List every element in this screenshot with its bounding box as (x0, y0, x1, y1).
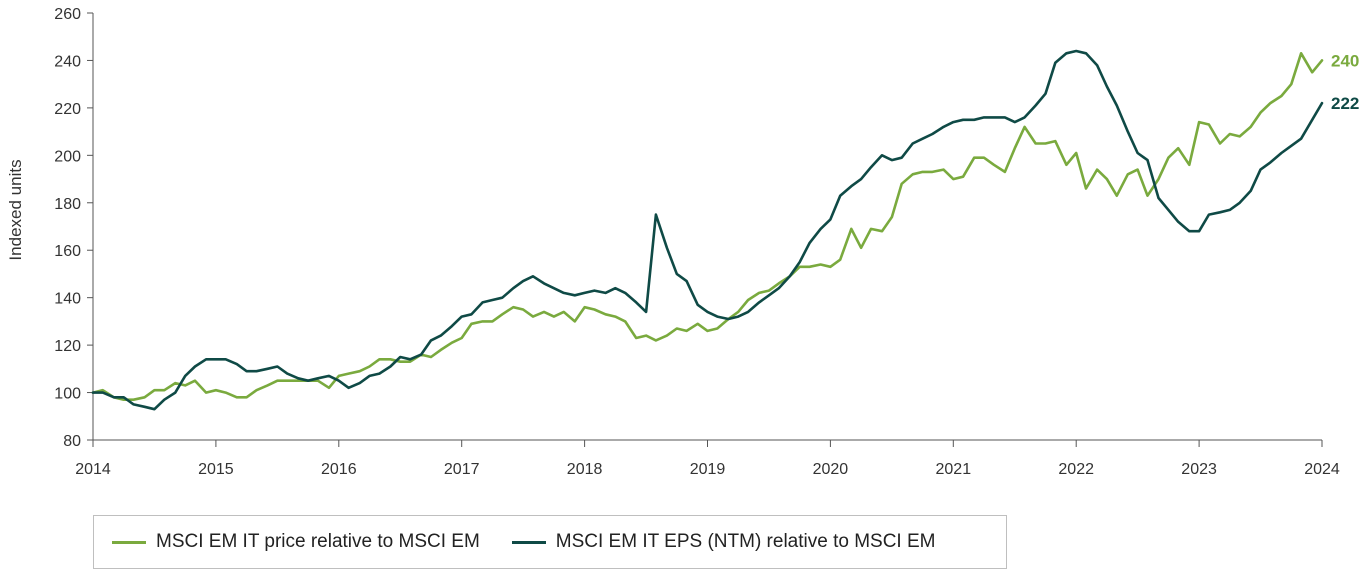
y-tick-label: 220 (54, 101, 81, 118)
x-tick-label: 2023 (1181, 461, 1217, 478)
y-tick-label: 200 (54, 148, 81, 165)
y-axis-title: Indexed units (6, 159, 25, 260)
series-line-eps (91, 49, 1324, 411)
legend-label-eps: MSCI EM IT EPS (NTM) relative to MSCI EM (555, 531, 936, 552)
legend: MSCI EM IT price relative to MSCI EM MSC… (93, 515, 1007, 569)
x-tick-label: 2015 (198, 461, 234, 478)
series-layer (91, 49, 1324, 411)
x-tick-label: 2021 (936, 461, 972, 478)
series-line-price (91, 51, 1324, 402)
x-tick-label: 2017 (444, 461, 480, 478)
y-tick-label: 260 (54, 6, 81, 23)
y-tick-label: 120 (54, 338, 81, 355)
labels-layer: 80 100 120 140 160 180 200 220 240 260 2014 2015 201… (54, 6, 1359, 478)
x-tick-label: 2022 (1058, 461, 1094, 478)
y-tick-label: 140 (54, 291, 81, 308)
x-tick-label: 2024 (1304, 461, 1340, 478)
legend-label-price: MSCI EM IT price relative to MSCI EM (156, 531, 480, 552)
legend-item-price: MSCI EM IT price relative to MSCI EM (112, 531, 480, 553)
legend-swatch-price (112, 540, 146, 544)
legend-swatch-eps (511, 540, 546, 544)
y-tick-label: 80 (63, 433, 81, 450)
y-tick-label: 240 (54, 53, 81, 70)
y-tick-label: 100 (54, 386, 81, 403)
x-tick-label: 2020 (813, 461, 849, 478)
x-tick-label: 2018 (567, 461, 603, 478)
line-chart: 80 100 120 140 160 180 200 220 240 260 2014 2015 201… (6, 6, 1359, 478)
x-tick-label: 2014 (75, 461, 111, 478)
x-tick-label: 2019 (690, 461, 726, 478)
end-label-eps: 222 (1331, 94, 1359, 113)
y-tick-label: 180 (54, 196, 81, 213)
end-label-price: 240 (1331, 51, 1359, 70)
y-tick-label: 160 (54, 243, 81, 260)
axes-layer (87, 12, 1323, 447)
legend-item-eps: MSCI EM IT EPS (NTM) relative to MSCI EM (511, 531, 936, 553)
x-tick-label: 2016 (321, 461, 357, 478)
